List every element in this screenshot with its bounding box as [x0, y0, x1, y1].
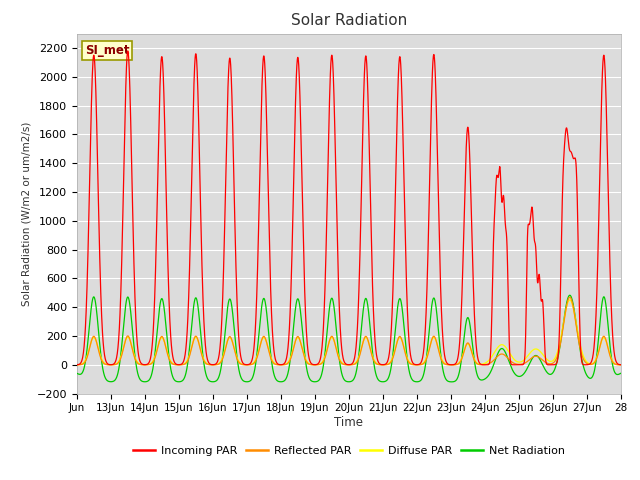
Legend: Incoming PAR, Reflected PAR, Diffuse PAR, Net Radiation: Incoming PAR, Reflected PAR, Diffuse PAR… [129, 441, 569, 460]
Title: Solar Radiation: Solar Radiation [291, 13, 407, 28]
Text: SI_met: SI_met [85, 44, 129, 58]
X-axis label: Time: Time [334, 416, 364, 429]
Y-axis label: Solar Radiation (W/m2 or um/m2/s): Solar Radiation (W/m2 or um/m2/s) [21, 121, 31, 306]
